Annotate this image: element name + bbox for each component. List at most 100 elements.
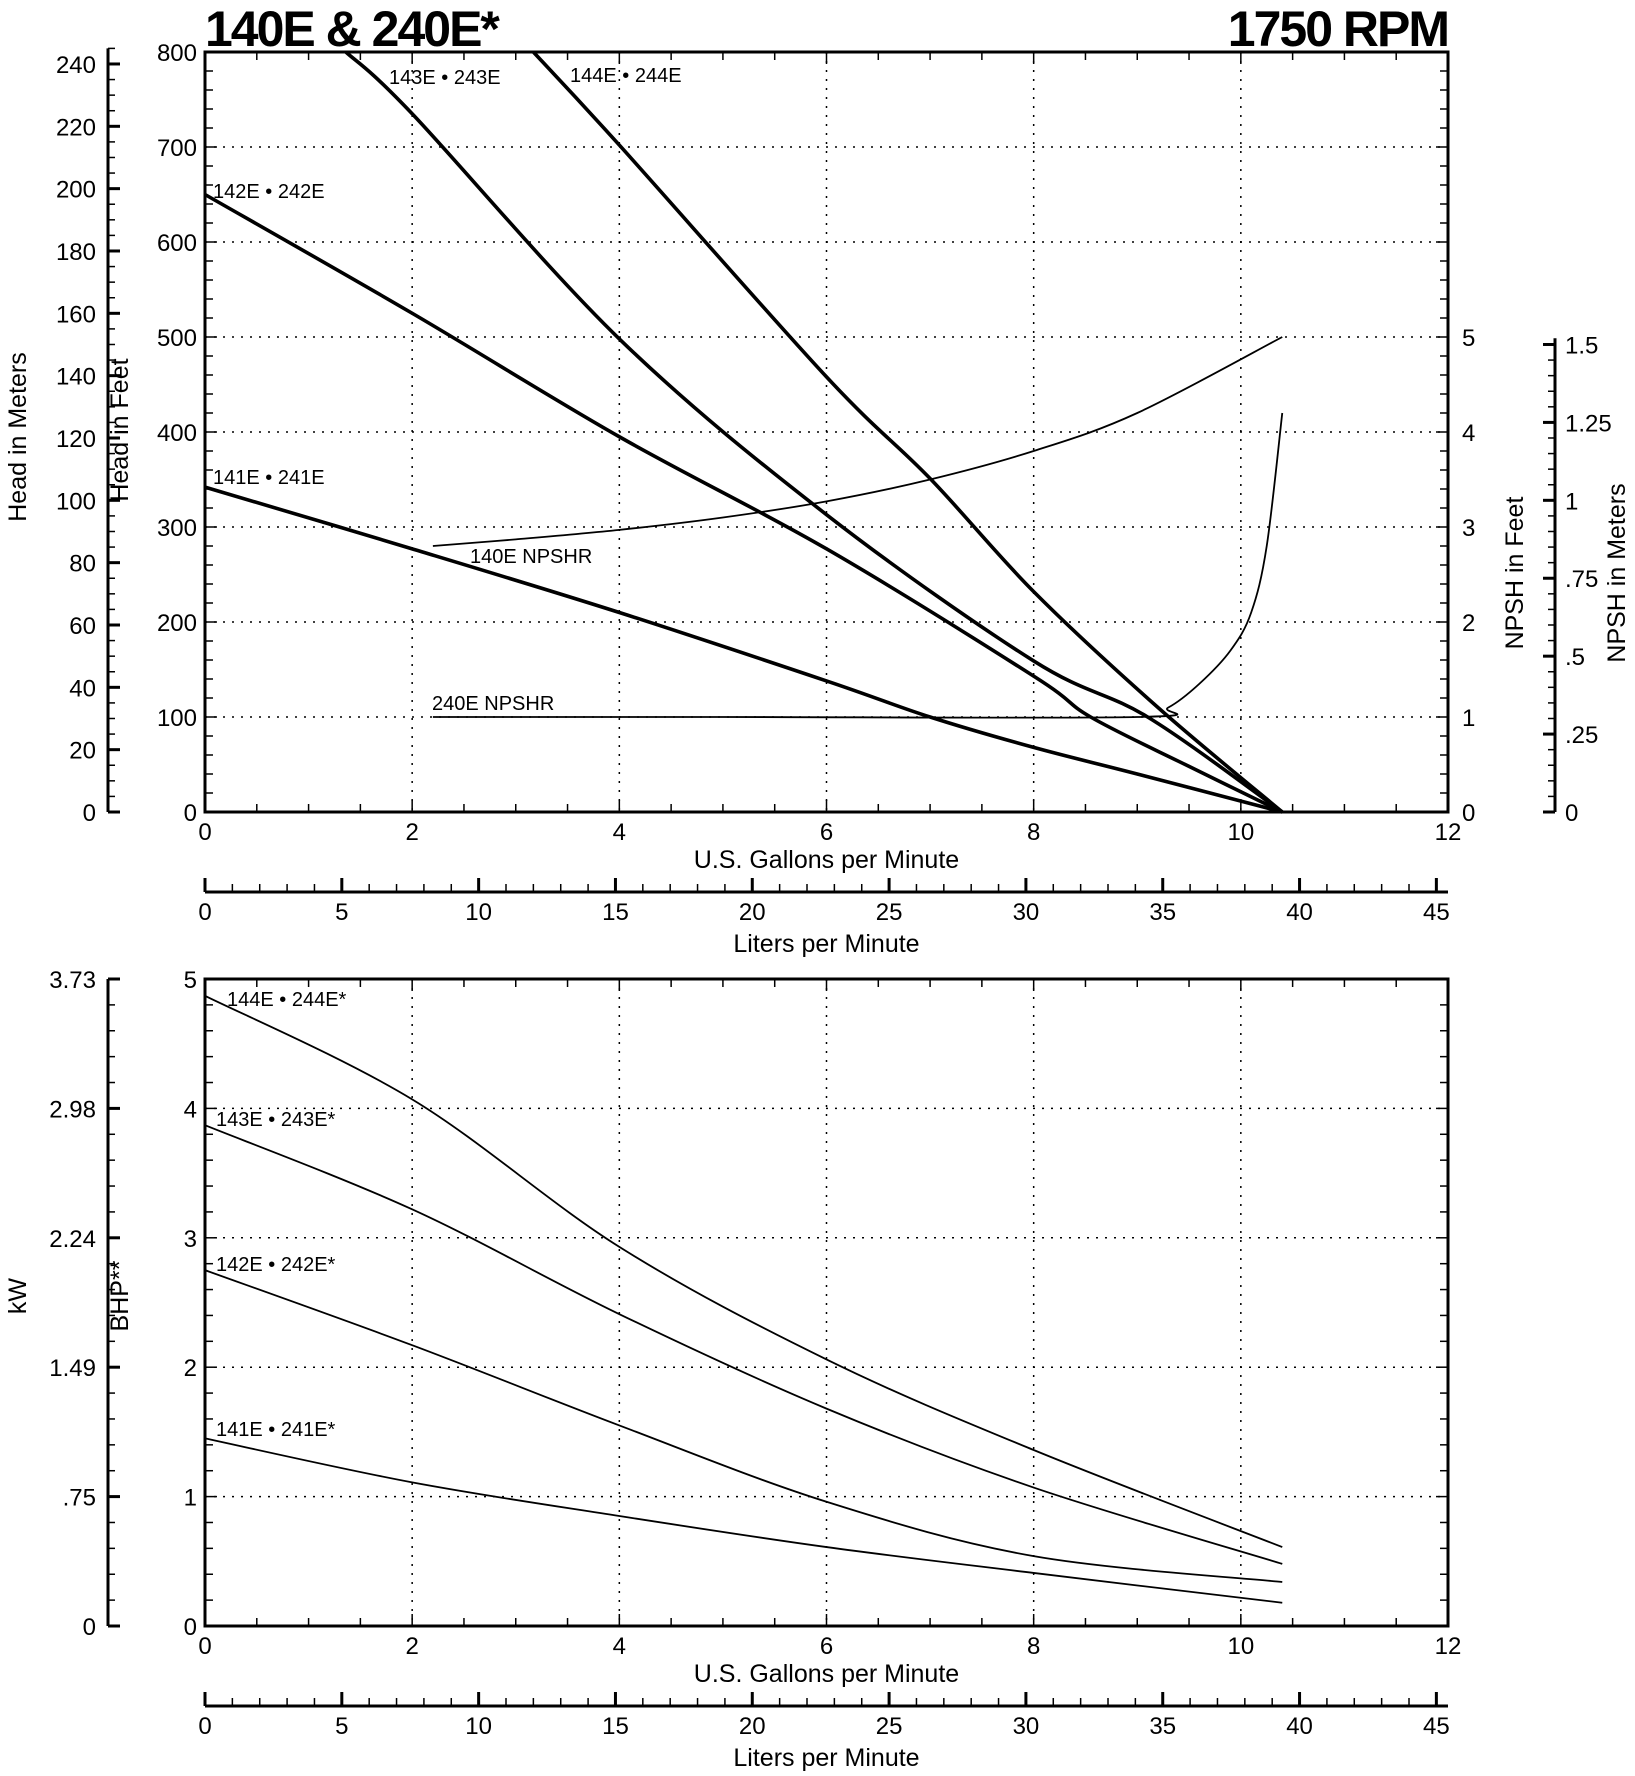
bhp-curve-label: 141E • 241E*: [216, 1419, 336, 1441]
head-ft-axis-title: Head in Feet: [106, 358, 134, 501]
head-meters-tick-label: 80: [69, 551, 96, 578]
head-chart-x-tick-label: 0: [198, 819, 211, 846]
bhp-tick-label: 1: [184, 1485, 197, 1512]
bhp-chart-x-axis-title: U.S. Gallons per Minute: [694, 1660, 959, 1688]
npsh-ft-tick-label: 5: [1462, 325, 1475, 352]
bhp-tick-label: 0: [184, 1614, 197, 1641]
head-meters-tick-label: 60: [69, 613, 96, 640]
head-meters-tick-label: 20: [69, 738, 96, 765]
bhp-curve-label: 143E • 243E*: [216, 1109, 336, 1131]
bhp-chart-x-tick-label: 2: [405, 1633, 418, 1660]
head-chart-lpm-tick-label: 5: [335, 899, 348, 926]
kw-tick-label: 1.49: [49, 1355, 96, 1382]
npsh-ft-axis-title: NPSH in Feet: [1501, 497, 1529, 650]
curve-label: 140E NPSHR: [470, 546, 592, 568]
head-chart-x-tick-label: 12: [1435, 819, 1462, 846]
bhp-tick-label: 4: [184, 1096, 197, 1123]
head-meters-tick-label: 180: [56, 239, 96, 266]
npsh-meters-tick-label: 0: [1565, 800, 1578, 827]
head-ft-tick-label: 100: [157, 705, 197, 732]
bhp-chart-x-tick-label: 4: [613, 1633, 626, 1660]
bhp-chart-lpm-tick-label: 40: [1286, 1713, 1313, 1740]
bhp-chart-lpm-tick-label: 15: [602, 1713, 629, 1740]
head-meters-tick-label: 0: [83, 800, 96, 827]
head-ft-tick-label: 500: [157, 325, 197, 352]
bhp-chart-x-tick-label: 10: [1227, 1633, 1254, 1660]
head-chart-lpm-tick-label: 45: [1423, 899, 1450, 926]
bhp-curve-141e-241e-: [204, 1437, 1283, 1604]
kw-tick-label: 3.73: [49, 967, 96, 994]
bhp-chart-x-tick-label: 0: [198, 1633, 211, 1660]
kw-tick-label: .75: [63, 1485, 96, 1512]
head-meters-tick-label: 240: [56, 52, 96, 79]
curve-label: 142E • 242E: [213, 181, 325, 203]
head-meters-tick-label: 160: [56, 301, 96, 328]
head-meters-tick-label: 140: [56, 364, 96, 391]
head-chart-x-tick-label: 8: [1027, 819, 1040, 846]
head-ft-tick-label: 800: [157, 40, 197, 67]
curve-label: 240E NPSHR: [432, 693, 554, 715]
kw-axis-title: kW: [4, 1278, 32, 1315]
npsh-meters-axis-title: NPSH in Meters: [1603, 483, 1631, 662]
npsh-ft-tick-label: 4: [1462, 420, 1475, 447]
bhp-chart-lpm-tick-label: 30: [1013, 1713, 1040, 1740]
curve-144e-244e: [532, 50, 1284, 814]
curve-141e-241e: [204, 485, 1283, 814]
head-ft-tick-label: 400: [157, 420, 197, 447]
bhp-tick-label: 5: [184, 967, 197, 994]
bhp-tick-label: 2: [184, 1355, 197, 1382]
head-chart-x-axis-title: U.S. Gallons per Minute: [694, 846, 959, 874]
bhp-chart-lpm-tick-label: 35: [1149, 1713, 1176, 1740]
bhp-chart-lpm-tick-label: 20: [739, 1713, 766, 1740]
head-meters-tick-label: 40: [69, 675, 96, 702]
npsh-meters-tick-label: 1.25: [1565, 410, 1612, 437]
head-meters-axis-title: Head in Meters: [4, 352, 32, 522]
npsh-meters-tick-label: 1.5: [1565, 332, 1598, 359]
curve-143e-243e: [344, 50, 1284, 814]
kw-tick-label: 2.98: [49, 1096, 96, 1123]
bhp-tick-label: 3: [184, 1226, 197, 1253]
npsh-ft-tick-label: 2: [1462, 610, 1475, 637]
bhp-chart-x-tick-label: 6: [820, 1633, 833, 1660]
bhp-chart-lpm-tick-label: 45: [1423, 1713, 1450, 1740]
curve-140e-npshr: [432, 336, 1283, 547]
bhp-axis-title: BHP**: [106, 1260, 134, 1331]
bhp-curve-label: 142E • 242E*: [216, 1254, 336, 1276]
npsh-ft-tick-label: 1: [1462, 705, 1475, 732]
bhp-chart-lpm-tick-label: 5: [335, 1713, 348, 1740]
head-chart-x-tick-label: 10: [1227, 819, 1254, 846]
bhp-chart-x-tick-label: 8: [1027, 1633, 1040, 1660]
head-chart-x-tick-label: 6: [820, 819, 833, 846]
head-meters-tick-label: 200: [56, 177, 96, 204]
curve-label: 143E • 243E: [389, 67, 501, 89]
kw-tick-label: 0: [83, 1614, 96, 1641]
bhp-chart-x-tick-label: 12: [1435, 1633, 1462, 1660]
curve-142e-242e: [204, 192, 1284, 814]
head-ft-tick-label: 0: [184, 800, 197, 827]
npsh-ft-tick-label: 3: [1462, 515, 1475, 542]
bhp-chart-lpm-tick-label: 25: [876, 1713, 903, 1740]
npsh-meters-tick-label: .5: [1565, 644, 1585, 671]
bhp-curve-142e-242e-: [204, 1269, 1283, 1583]
head-ft-tick-label: 200: [157, 610, 197, 637]
curve-label: 144E • 244E: [570, 65, 682, 87]
kw-tick-label: 2.24: [49, 1226, 96, 1253]
curve-240e-npshr: [432, 412, 1284, 719]
bhp-chart-lpm-axis-title: Liters per Minute: [733, 1744, 919, 1772]
npsh-ft-tick-label: 0: [1462, 800, 1475, 827]
bhp-curve-label: 144E • 244E*: [227, 989, 347, 1011]
head-ft-tick-label: 600: [157, 230, 197, 257]
npsh-meters-tick-label: 1: [1565, 488, 1578, 515]
head-chart-x-tick-label: 4: [613, 819, 626, 846]
head-chart-lpm-axis-title: Liters per Minute: [733, 930, 919, 958]
head-chart-lpm-tick-label: 10: [465, 899, 492, 926]
head-meters-tick-label: 120: [56, 426, 96, 453]
bhp-curve-143e-243e-: [204, 1124, 1283, 1565]
head-chart-lpm-tick-label: 25: [876, 899, 903, 926]
curve-label: 141E • 241E: [213, 467, 325, 489]
chart-title: 140E & 240E*: [205, 1, 500, 57]
head-meters-tick-label: 220: [56, 114, 96, 141]
bhp-curve-144e-244e-: [204, 995, 1283, 1548]
head-chart-lpm-tick-label: 15: [602, 899, 629, 926]
